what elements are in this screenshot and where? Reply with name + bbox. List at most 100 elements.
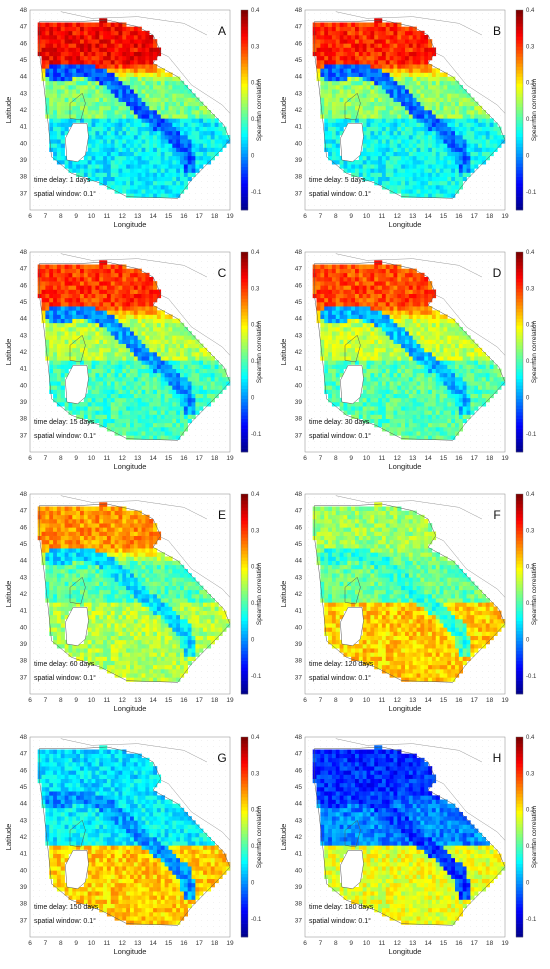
heatmap-cell [203, 114, 208, 119]
grid-dot [213, 73, 214, 74]
heatmap-cell [141, 189, 146, 194]
heatmap-cell [393, 22, 398, 27]
y-axis-label: Latitude [4, 97, 13, 124]
x-tick-label: 10 [88, 213, 96, 220]
heatmap-cell [183, 85, 188, 90]
heatmap-cell [424, 118, 429, 123]
heatmap-cell [95, 26, 100, 32]
heatmap-cell [153, 43, 158, 48]
heatmap-cell [168, 93, 173, 98]
grid-dot [45, 103, 46, 104]
heatmap-cell [64, 39, 69, 44]
heatmap-cell [393, 139, 398, 144]
heatmap-cell [122, 130, 127, 136]
heatmap-cell [355, 89, 360, 94]
grid-dot [488, 109, 489, 110]
grid-dot [201, 193, 202, 194]
grid-dot [350, 13, 351, 14]
grid-dot [374, 187, 375, 188]
grid-dot [470, 13, 471, 14]
heatmap-cell [420, 139, 425, 144]
heatmap-cell [95, 30, 100, 36]
heatmap-cell [378, 110, 383, 115]
heatmap-cell [218, 143, 223, 148]
heatmap-cell [156, 47, 162, 52]
heatmap-cell [447, 101, 452, 107]
heatmap-cell [439, 110, 444, 115]
heatmap-cell [160, 68, 165, 73]
heatmap-cell [172, 130, 177, 136]
heatmap-cell [68, 122, 73, 127]
heatmap-cell [435, 176, 440, 182]
heatmap-cell [137, 35, 142, 40]
heatmap-cell [378, 39, 383, 44]
heatmap-cell [424, 151, 429, 157]
heatmap-cell [358, 151, 363, 157]
heatmap-cell [156, 51, 162, 57]
grid-dot [213, 181, 214, 182]
heatmap-cell [401, 101, 406, 107]
heatmap-cell [343, 51, 348, 57]
heatmap-cell [137, 147, 142, 152]
grid-dot [189, 79, 190, 80]
heatmap-cell [99, 151, 104, 157]
heatmap-cell [393, 76, 398, 82]
heatmap-cell [126, 30, 131, 36]
heatmap-cell [206, 135, 212, 140]
grid-dot [344, 127, 345, 128]
heatmap-cell [374, 51, 379, 57]
grid-dot [380, 193, 381, 194]
grid-dot [464, 43, 465, 44]
heatmap-cell [87, 39, 92, 44]
heatmap-cell [328, 114, 333, 119]
heatmap-cell [412, 114, 417, 119]
heatmap-cell [91, 60, 96, 65]
grid-dot [488, 199, 489, 200]
grid-dot [446, 13, 447, 14]
heatmap-cell [374, 93, 379, 98]
heatmap-cell [339, 110, 344, 115]
heatmap-cell [114, 64, 119, 69]
balkan-coast [421, 46, 506, 114]
grid-dot [440, 37, 441, 38]
heatmap-cell [428, 193, 433, 198]
heatmap-cell [370, 55, 375, 61]
heatmap-cell [420, 39, 425, 44]
grid-dot [362, 145, 363, 146]
grid-dot [326, 199, 327, 200]
grid-dot [51, 169, 52, 170]
heatmap-cell [206, 114, 212, 119]
heatmap-cell [420, 130, 425, 136]
heatmap-cell [331, 114, 337, 119]
grid-dot [219, 157, 220, 158]
heatmap-cell [331, 76, 337, 82]
heatmap-cell [435, 126, 440, 132]
heatmap-cell [130, 155, 135, 161]
heatmap-cell [378, 122, 383, 127]
heatmap-cell [87, 135, 92, 140]
heatmap-cell [153, 160, 158, 165]
heatmap-cell [324, 89, 329, 94]
heatmap-cell [420, 43, 425, 48]
heatmap-cell [156, 110, 162, 115]
heatmap-cell [103, 139, 108, 144]
heatmap-cell [103, 68, 108, 73]
heatmap-cell [64, 160, 69, 165]
heatmap-cell [355, 68, 360, 73]
grid-dot [45, 139, 46, 140]
heatmap-cell [405, 143, 410, 148]
heatmap-cell [389, 60, 394, 65]
heatmap-cell [60, 64, 65, 69]
heatmap-cell [366, 147, 371, 152]
heatmap-cell [141, 76, 146, 82]
grid-dot [51, 163, 52, 164]
heatmap-cell [103, 135, 108, 140]
heatmap-cell [381, 176, 387, 182]
heatmap-cell [358, 85, 363, 90]
grid-dot [398, 205, 399, 206]
grid-dot [308, 145, 309, 146]
heatmap-cell [45, 101, 50, 107]
grid-dot [33, 133, 34, 134]
grid-dot [225, 61, 226, 62]
heatmap-cell [358, 64, 363, 69]
